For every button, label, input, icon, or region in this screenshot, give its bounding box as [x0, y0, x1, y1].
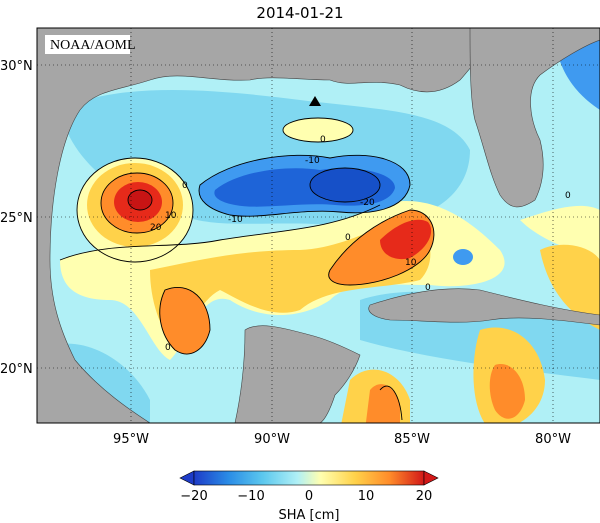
contour-lines — [59, 117, 435, 421]
contour-label: 20 — [150, 223, 162, 233]
contour-label: -10 — [228, 215, 243, 225]
sha-field — [40, 32, 600, 423]
triangle-marker-icon — [309, 96, 321, 106]
contour-label: -10 — [305, 156, 320, 166]
contour-label: 0 — [320, 135, 326, 145]
contour-labels: 20 10 0 -10 -20 0 10 0 0 0 -10 0 — [150, 135, 571, 353]
contour-label: 0 — [182, 181, 188, 191]
lat-tick: 20°N — [0, 362, 33, 377]
lat-tick: 30°N — [0, 59, 33, 74]
land — [37, 28, 600, 423]
contour-label: -20 — [360, 198, 375, 208]
contour-label: 0 — [425, 283, 431, 293]
colorbar-label: SHA [cm] — [278, 508, 339, 523]
source-label-box — [45, 35, 130, 54]
colorbar: −20 −10 0 10 20 SHA [cm] — [179, 470, 439, 523]
longitude-ticks: 95°W 90°W 85°W 80°W — [113, 432, 571, 447]
map-title: 2014-01-21 — [256, 4, 344, 22]
colorbar-tick: −10 — [237, 489, 264, 504]
contour-label: 10 — [405, 258, 417, 268]
contour-label: 0 — [345, 233, 351, 243]
latitude-ticks: 30°N 25°N 20°N — [0, 59, 33, 377]
colorbar-tick: 10 — [358, 489, 375, 504]
lon-tick: 90°W — [254, 432, 290, 447]
colorbar-tick: −20 — [180, 489, 207, 504]
colorbar-tick: 0 — [305, 489, 313, 504]
source-label: NOAA/AOML — [50, 38, 136, 53]
map-plot-area: 20 10 0 -10 -20 0 10 0 0 0 -10 0 — [37, 28, 600, 423]
plot-frame — [36, 27, 600, 424]
contour-label: 0 — [565, 191, 571, 201]
lon-tick: 95°W — [113, 432, 149, 447]
colorbar-tick: 20 — [416, 489, 433, 504]
lon-tick: 80°W — [535, 432, 571, 447]
contour-label: 0 — [165, 343, 171, 353]
contour-label: 10 — [165, 211, 177, 221]
lon-tick: 85°W — [394, 432, 430, 447]
lat-tick: 25°N — [0, 211, 33, 226]
